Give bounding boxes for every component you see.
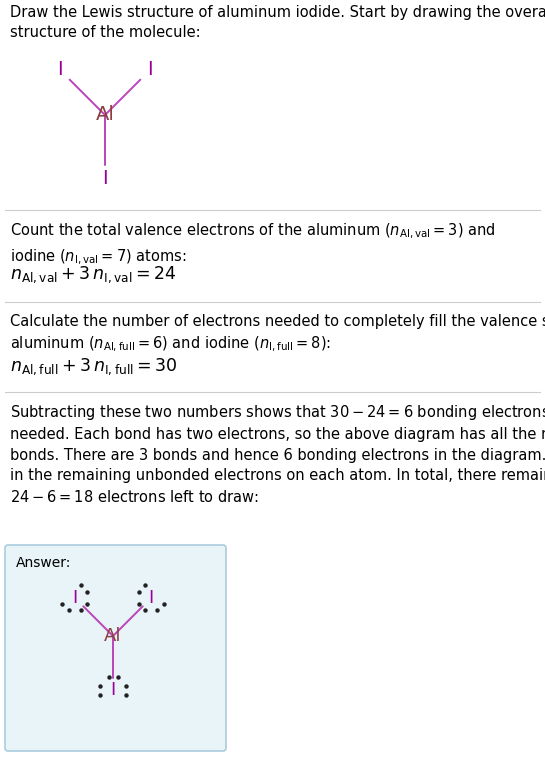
Text: I: I xyxy=(148,60,153,79)
Text: I: I xyxy=(149,589,154,607)
Text: Al: Al xyxy=(95,105,114,125)
Text: Answer:: Answer: xyxy=(16,556,71,570)
Text: $n_\mathrm{Al,val} + 3\,n_\mathrm{I,val} = 24$: $n_\mathrm{Al,val} + 3\,n_\mathrm{I,val}… xyxy=(10,264,177,285)
Text: Subtracting these two numbers shows that $30 - 24 = 6$ bonding electrons are
nee: Subtracting these two numbers shows that… xyxy=(10,403,545,505)
Text: Draw the Lewis structure of aluminum iodide. Start by drawing the overall
struct: Draw the Lewis structure of aluminum iod… xyxy=(10,5,545,40)
Text: I: I xyxy=(111,681,116,699)
Text: I: I xyxy=(57,60,63,79)
Text: I: I xyxy=(102,170,108,189)
FancyBboxPatch shape xyxy=(5,545,226,751)
Text: $n_\mathrm{Al,full} + 3\,n_\mathrm{I,full} = 30$: $n_\mathrm{Al,full} + 3\,n_\mathrm{I,ful… xyxy=(10,356,178,377)
Text: I: I xyxy=(72,589,77,607)
Text: Count the total valence electrons of the aluminum ($n_\mathrm{Al,val} = 3$) and
: Count the total valence electrons of the… xyxy=(10,222,495,267)
Text: Al: Al xyxy=(104,627,122,645)
Text: Calculate the number of electrons needed to completely fill the valence shells f: Calculate the number of electrons needed… xyxy=(10,314,545,354)
